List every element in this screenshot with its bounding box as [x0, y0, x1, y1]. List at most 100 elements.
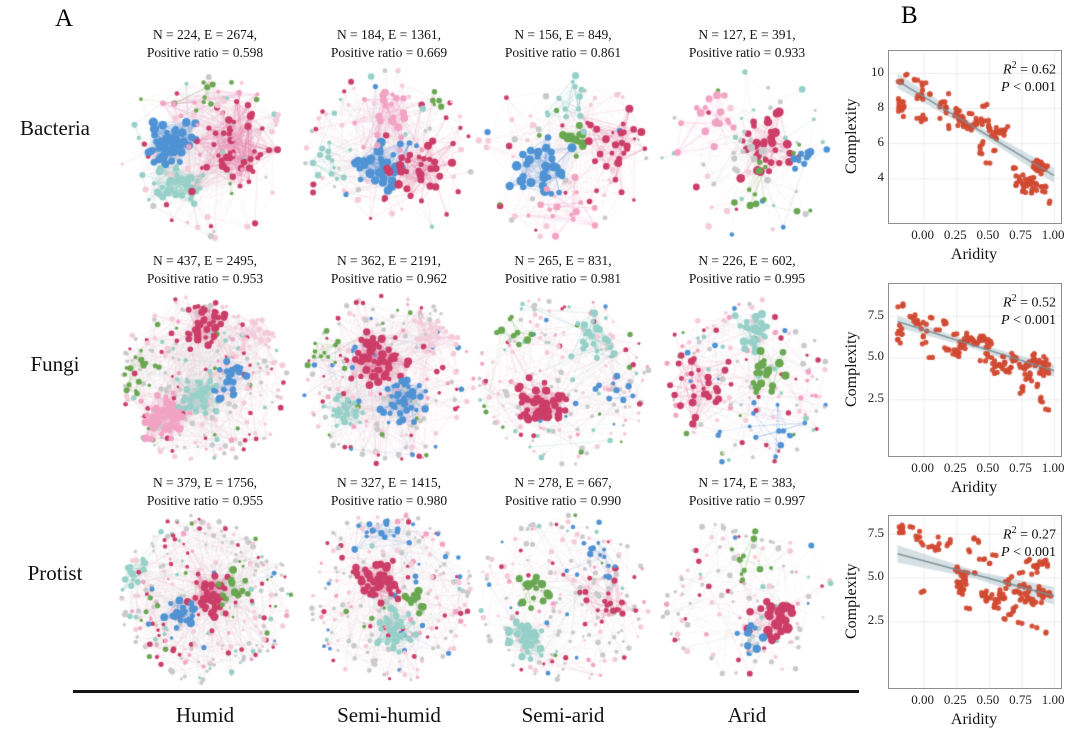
scatter-canvas-2: [888, 283, 1062, 457]
scatter-plot-3: Complexity 2.5 5.0 7.5 0.00 0.25 0.50 0.75 1.00 A…: [843, 511, 1080, 742]
p-symbol: P: [1001, 79, 1010, 95]
p-value-text: < 0.001: [1009, 79, 1056, 95]
network-protist-semi-humid: [299, 508, 479, 688]
network-fungi-arid: [657, 290, 837, 470]
stats-line-1: N = 226, E = 602,: [698, 253, 796, 268]
r-squared-text: = 0.52: [1016, 295, 1056, 311]
network-protist-semi-arid: [473, 508, 653, 688]
network-stats-bacteria-semi-humid: N = 184, E = 1361, Positive ratio = 0.669: [294, 26, 484, 61]
network-stats-bacteria-humid: N = 224, E = 2674, Positive ratio = 0.598: [110, 26, 300, 61]
x-tick-label: 0.00: [911, 460, 934, 475]
stats-line-1: N = 437, E = 2495,: [152, 253, 258, 268]
network-bacteria-semi-humid: [299, 64, 479, 244]
stats-line-1: N = 327, E = 1415,: [336, 475, 442, 490]
r-symbol: R: [1003, 62, 1012, 78]
network-stats-fungi-semi-arid: N = 265, E = 831, Positive ratio = 0.981: [468, 252, 658, 287]
stats-line-1: N = 379, E = 1756,: [152, 475, 258, 490]
y-tick-label: 6: [877, 134, 885, 150]
panel-b-label: B: [901, 2, 918, 29]
stats-line-1: N = 278, E = 667,: [514, 475, 612, 490]
x-tick-label: 0.25: [943, 227, 967, 242]
r-symbol: R: [1003, 527, 1012, 543]
stats-line-2: Positive ratio = 0.997: [688, 492, 806, 508]
y-tick-label: 2.5: [867, 612, 884, 628]
y-tick-label: 2.5: [867, 390, 884, 406]
p-value: P < 0.001: [1001, 79, 1056, 96]
network-bacteria-arid: [657, 64, 837, 244]
network-stats-bacteria-arid: N = 127, E = 391, Positive ratio = 0.933: [652, 26, 842, 61]
x-tick-label: 1.00: [1041, 227, 1065, 242]
network-stats-fungi-humid: N = 437, E = 2495, Positive ratio = 0.953: [110, 252, 300, 287]
r-superscript: 2: [1011, 293, 1017, 304]
stats-line-2: Positive ratio = 0.981: [504, 270, 622, 286]
network-fungi-semi-arid: [473, 290, 653, 470]
y-tick-label: 7.5: [867, 524, 884, 540]
network-fungi-humid: [115, 290, 295, 470]
scatter-plot-2: Complexity 2.5 5.0 7.5 0.00 0.25 0.50 0.75 1.00 A…: [843, 279, 1080, 511]
x-tick-label: 0.25: [943, 692, 967, 707]
stats-line-2: Positive ratio = 0.953: [146, 270, 264, 286]
condition-label-semi-humid: Semi-humid: [337, 703, 441, 727]
scatter-canvas-3: [888, 515, 1062, 689]
panel-a-label: A: [55, 5, 74, 32]
p-value-text: < 0.001: [1009, 312, 1056, 328]
y-tick-label: 4: [877, 169, 885, 185]
stats-line-2: Positive ratio = 0.861: [504, 44, 622, 60]
stats-line-2: Positive ratio = 0.669: [330, 44, 448, 60]
network-stats-protist-humid: N = 379, E = 1756, Positive ratio = 0.955: [110, 474, 300, 509]
p-symbol: P: [1001, 312, 1010, 328]
y-tick-label: 7.5: [867, 306, 884, 322]
x-tick-label: 0.75: [1009, 692, 1032, 707]
x-tick-label: 1.00: [1041, 460, 1065, 475]
x-tick-label: 0.00: [911, 227, 934, 242]
stats-line-1: N = 224, E = 2674,: [152, 27, 258, 42]
y-tick-label: 5.0: [867, 568, 884, 584]
stats-line-1: N = 265, E = 831,: [514, 253, 612, 268]
condition-label-semi-arid: Semi-arid: [521, 703, 605, 727]
x-axis-label: Aridity: [950, 711, 998, 728]
row-label-bacteria: Bacteria: [20, 116, 90, 140]
stats-line-1: N = 184, E = 1361,: [336, 27, 442, 42]
network-stats-fungi-semi-humid: N = 362, E = 2191, Positive ratio = 0.962: [294, 252, 484, 287]
x-axis-label: Aridity: [950, 246, 998, 263]
x-tick-label: 0.00: [911, 692, 934, 707]
r-squared-text: = 0.62: [1016, 62, 1056, 78]
r-superscript: 2: [1011, 60, 1017, 71]
p-symbol: P: [1001, 544, 1010, 560]
x-tick-label: 1.00: [1041, 692, 1065, 707]
network-stats-protist-semi-humid: N = 327, E = 1415, Positive ratio = 0.980: [294, 474, 484, 509]
x-tick-label: 0.50: [976, 227, 1000, 242]
stats-annotation: R2 = 0.52 P < 0.001: [1001, 290, 1056, 329]
network-fungi-semi-humid: [299, 290, 479, 470]
stats-line-1: N = 127, E = 391,: [698, 27, 796, 42]
x-axis-label: Aridity: [950, 479, 998, 496]
network-stats-protist-arid: N = 174, E = 383, Positive ratio = 0.997: [652, 474, 842, 509]
condition-label-humid: Humid: [175, 703, 235, 727]
network-stats-protist-semi-arid: N = 278, E = 667, Positive ratio = 0.990: [468, 474, 658, 509]
x-tick-label: 0.25: [943, 460, 967, 475]
y-tick-label: 10: [871, 63, 884, 79]
r-squared-value: R2 = 0.27: [1001, 522, 1056, 544]
stats-line-2: Positive ratio = 0.598: [146, 44, 264, 60]
p-value: P < 0.001: [1001, 544, 1056, 561]
r-superscript: 2: [1011, 525, 1017, 536]
scatter-canvas-1: [888, 50, 1062, 224]
stats-line-2: Positive ratio = 0.995: [688, 270, 806, 286]
r-squared-value: R2 = 0.62: [1001, 57, 1056, 79]
x-tick-label: 0.75: [1009, 227, 1032, 242]
stats-annotation: R2 = 0.27 P < 0.001: [1001, 522, 1056, 561]
scatter-plot-1: Complexity 4 6 8 10 0.00 0.25 0.50 0.75 1.00 Aridi…: [843, 46, 1080, 278]
network-stats-bacteria-semi-arid: N = 156, E = 849, Positive ratio = 0.861: [468, 26, 658, 61]
network-bacteria-semi-arid: [473, 64, 653, 244]
stats-line-2: Positive ratio = 0.955: [146, 492, 264, 508]
network-stats-fungi-arid: N = 226, E = 602, Positive ratio = 0.995: [652, 252, 842, 287]
stats-line-2: Positive ratio = 0.933: [688, 44, 806, 60]
condition-axis-line: [73, 690, 859, 693]
x-tick-label: 0.75: [1009, 460, 1032, 475]
x-tick-label: 0.50: [976, 460, 1000, 475]
r-symbol: R: [1003, 295, 1012, 311]
row-label-protist: Protist: [27, 561, 83, 585]
r-squared-value: R2 = 0.52: [1001, 290, 1056, 312]
y-axis-label: Complexity: [843, 563, 860, 639]
